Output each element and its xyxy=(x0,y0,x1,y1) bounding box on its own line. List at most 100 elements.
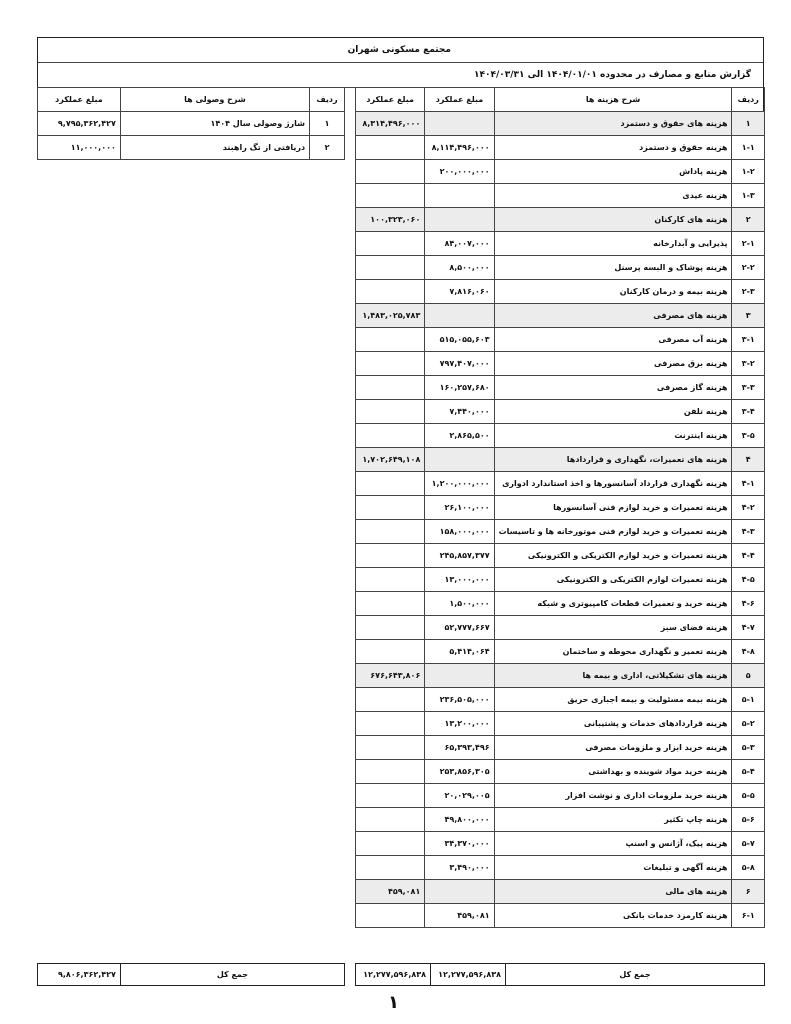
row-number: ۴-۲ xyxy=(731,495,765,520)
item-amount: ۳۴,۳۷۰,۰۰۰ xyxy=(424,831,495,856)
expense-description: هزینه آگهی و تبلیغات xyxy=(493,855,733,880)
item-amount: ۱۳,۰۰۰,۰۰۰ xyxy=(424,567,495,592)
expense-description: هزینه تعمیر و نگهداری محوطه و ساختمان xyxy=(493,639,733,664)
row-number: ۲ xyxy=(731,207,765,232)
group-amount: ۱۰۰,۳۲۳,۰۶۰ xyxy=(354,207,426,232)
expense-group-row: ۱ هزینه های حقوق و دستمزد ۸,۳۱۴,۴۹۶,۰۰۰ xyxy=(354,111,765,136)
page-number: ۱ xyxy=(388,992,399,1013)
expense-description: هزینه کارمزد خدمات بانکی xyxy=(493,903,733,928)
group-amount: ۶۷۶,۶۴۳,۸۰۶ xyxy=(354,663,426,688)
expense-description: هزینه تلفن xyxy=(493,399,733,424)
item-amount: ۴۹,۸۰۰,۰۰۰ xyxy=(424,807,495,832)
row-number: ۵-۴ xyxy=(731,759,765,784)
row-number: ۵-۷ xyxy=(731,831,765,856)
group-amount xyxy=(354,567,426,592)
expense-item-row: ۴-۳ هزینه تعمیرات و خرید لوازم فنی موتورخ… xyxy=(354,519,765,544)
expense-item-row: ۲-۳ هزینه بیمه و درمان کارکنان ۷,۸۱۶,۰۶۰ xyxy=(354,279,765,304)
item-amount: ۲۴۵,۸۵۷,۳۷۷ xyxy=(424,543,495,568)
expense-description: هزینه بیمه مسئولیت و بیمه اجباری حریق xyxy=(493,687,733,712)
expense-item-row: ۵-۶ هزینه چاپ تکثیر ۴۹,۸۰۰,۰۰۰ xyxy=(354,807,765,832)
row-number: ۳-۱ xyxy=(731,327,765,352)
row-number: ۳ xyxy=(731,303,765,328)
receipt-row: ۱ شارژ وصولی سال ۱۴۰۴ ۹,۷۹۵,۳۶۲,۴۲۷ xyxy=(37,111,345,136)
expense-description: هزینه های تعمیرات، نگهداری و قراردادها xyxy=(493,447,733,472)
row-number: ۵-۱ xyxy=(731,687,765,712)
expense-item-row: ۴-۶ هزینه خرید و تعمیرات قطعات کامپیوتری … xyxy=(354,591,765,616)
header-row-number: ردیف xyxy=(309,87,345,112)
receipt-description: شارژ وصولی سال ۱۴۰۴ xyxy=(119,111,311,136)
item-amount: ۵۱۵,۰۵۵,۶۰۳ xyxy=(424,327,495,352)
expense-group-row: ۴ هزینه های تعمیرات، نگهداری و قراردادها ۱… xyxy=(354,447,765,472)
expense-description: هزینه قراردادهای خدمات و پشتیبانی xyxy=(493,711,733,736)
group-amount xyxy=(354,135,426,160)
report-subtitle: گزارش منابع و مصارف در محدوده ۱۴۰۴/۰۱/۰۱… xyxy=(38,63,763,88)
total-label: جمع کل xyxy=(119,963,346,986)
expense-description: هزینه گاز مصرفی xyxy=(493,375,733,400)
header-description: شرح هزینه ها xyxy=(493,87,733,112)
group-amount xyxy=(354,399,426,424)
total-amount: ۹,۸۰۶,۳۶۲,۴۲۷ xyxy=(37,963,121,986)
expense-item-row: ۵-۸ هزینه آگهی و تبلیغات ۳,۴۹۰,۰۰۰ xyxy=(354,855,765,880)
group-amount xyxy=(354,375,426,400)
receipt-description: دریافتی از تگ راهبند xyxy=(119,135,311,160)
row-number: ۵-۲ xyxy=(731,711,765,736)
group-amount xyxy=(354,831,426,856)
item-amount: ۷,۴۴۰,۰۰۰ xyxy=(424,399,495,424)
expense-item-row: ۳-۵ هزینه اینترنت ۲,۸۶۵,۵۰۰ xyxy=(354,423,765,448)
group-amount xyxy=(354,735,426,760)
group-amount xyxy=(354,423,426,448)
item-amount: ۱,۲۰۰,۰۰۰,۰۰۰ xyxy=(424,471,495,496)
total-label: جمع کل xyxy=(504,963,766,986)
row-number: ۴-۴ xyxy=(731,543,765,568)
row-number: ۵-۳ xyxy=(731,735,765,760)
expense-description: هزینه خرید و تعمیرات قطعات کامپیوتری و ش… xyxy=(493,591,733,616)
expense-item-row: ۲-۲ هزینه پوشاک و البسه پرسنل ۸,۵۰۰,۰۰۰ xyxy=(354,255,765,280)
group-amount xyxy=(354,639,426,664)
expense-item-row: ۵-۷ هزینه پیک، آژانس و اسنپ ۳۴,۳۷۰,۰۰۰ xyxy=(354,831,765,856)
row-number: ۳-۴ xyxy=(731,399,765,424)
header-description: شرح وصولی ها xyxy=(119,87,311,112)
row-number: ۵-۵ xyxy=(731,783,765,808)
expense-item-row: ۵-۲ هزینه قراردادهای خدمات و پشتیبانی ۱۳,۲… xyxy=(354,711,765,736)
expense-description: هزینه فضای سبز xyxy=(493,615,733,640)
row-number: ۱ xyxy=(731,111,765,136)
expense-item-row: ۴-۲ هزینه تعمیرات و خرید لوازم فنی آسانسو… xyxy=(354,495,765,520)
group-amount: ۸,۳۱۴,۴۹۶,۰۰۰ xyxy=(354,111,426,136)
expense-description: هزینه چاپ تکثیر xyxy=(493,807,733,832)
item-amount: ۱۵۸,۰۰۰,۰۰۰ xyxy=(424,519,495,544)
item-amount: ۲,۸۶۵,۵۰۰ xyxy=(424,423,495,448)
expense-group-row: ۶ هزینه های مالی ۴۵۹,۰۸۱ xyxy=(354,879,765,904)
expense-item-row: ۳-۴ هزینه تلفن ۷,۴۴۰,۰۰۰ xyxy=(354,399,765,424)
row-number: ۲ xyxy=(309,135,345,160)
row-number: ۳-۲ xyxy=(731,351,765,376)
expense-item-row: ۳-۱ هزینه آب مصرفی ۵۱۵,۰۵۵,۶۰۳ xyxy=(354,327,765,352)
receipts-table: ردیف شرح وصولی ها مبلغ عملکرد ۱ شارژ وصول… xyxy=(37,87,345,160)
expense-description: هزینه خرید ملزومات اداری و نوشت افزار xyxy=(493,783,733,808)
item-amount: ۱۶۰,۲۵۷,۶۸۰ xyxy=(424,375,495,400)
group-amount xyxy=(354,495,426,520)
receipts-header-row: ردیف شرح وصولی ها مبلغ عملکرد xyxy=(37,87,345,112)
expense-description: پذیرایی و آبدارخانه xyxy=(493,231,733,256)
group-amount xyxy=(354,783,426,808)
group-amount xyxy=(354,519,426,544)
item-amount xyxy=(424,447,495,472)
expense-item-row: ۶-۱ هزینه کارمزد خدمات بانکی ۴۵۹,۰۸۱ xyxy=(354,903,765,928)
group-amount xyxy=(354,903,426,928)
group-amount: ۱,۴۸۳,۰۲۵,۷۸۳ xyxy=(354,303,426,328)
expense-description: هزینه های حقوق و دستمزد xyxy=(493,111,733,136)
item-amount: ۷۹۷,۴۰۷,۰۰۰ xyxy=(424,351,495,376)
group-amount: ۱,۷۰۲,۶۴۹,۱۰۸ xyxy=(354,447,426,472)
row-number: ۱-۱ xyxy=(731,135,765,160)
row-number: ۴-۶ xyxy=(731,591,765,616)
expense-description: هزینه تعمیرات و خرید لوازم الکتریکی و ال… xyxy=(493,543,733,568)
expenses-total-row: جمع کل ۱۲,۲۷۷,۵۹۶,۸۳۸ ۱۲,۲۷۷,۵۹۶,۸۳۸ xyxy=(355,963,766,986)
report-title: مجتمع مسکونی شهران xyxy=(347,45,451,55)
expenses-header-row: ردیف شرح هزینه ها مبلغ عملکرد مبلغ عملکر… xyxy=(354,87,765,112)
row-number: ۳-۳ xyxy=(731,375,765,400)
expense-item-row: ۱-۳ هزینه عیدی xyxy=(354,183,765,208)
group-amount xyxy=(354,327,426,352)
group-amount xyxy=(354,615,426,640)
row-number: ۴ xyxy=(731,447,765,472)
group-amount xyxy=(354,543,426,568)
row-number: ۴-۸ xyxy=(731,639,765,664)
